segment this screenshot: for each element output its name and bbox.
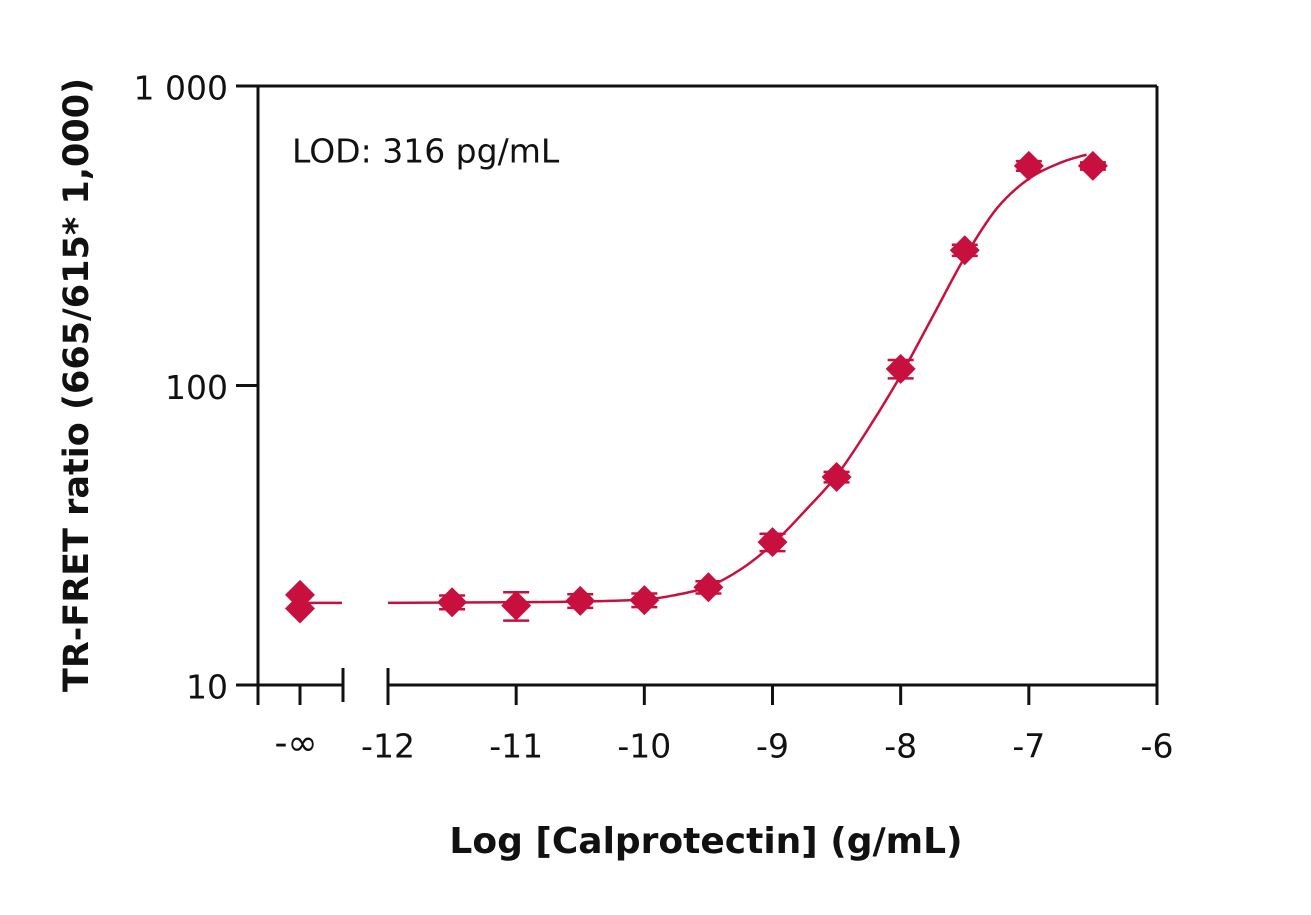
data-point: [821, 461, 852, 492]
data-point: [501, 590, 532, 621]
data-point: [629, 585, 660, 616]
y-tick-label: 100: [165, 368, 228, 407]
data-point: [949, 235, 980, 266]
x-tick-label: -6: [1141, 727, 1174, 766]
data-point: [1077, 150, 1108, 181]
data-point: [757, 527, 788, 558]
data-point: [437, 587, 468, 618]
x-tick-label: -8: [884, 727, 917, 766]
fit-curve: [387, 153, 1087, 605]
x-axis-title: Log [Calprotectin] (g/mL): [449, 821, 962, 862]
x-tick-label: -∞: [275, 723, 318, 764]
y-tick-label: 10: [186, 668, 228, 707]
data-point: [565, 585, 596, 616]
data-point: [885, 353, 916, 384]
data-point: [693, 572, 724, 603]
annotation: LOD: 316 pg/mL: [292, 132, 560, 171]
y-tick-label: 1 000: [134, 69, 228, 108]
data-point: [1013, 150, 1044, 181]
data-point: [285, 593, 315, 624]
x-tick-label: -10: [617, 727, 671, 766]
x-tick-label: -12: [361, 727, 415, 766]
x-tick-label: -11: [489, 727, 543, 766]
x-tick-label: -9: [756, 727, 789, 766]
x-tick-label: -7: [1012, 727, 1045, 766]
y-axis-title: TR-FRET ratio (665/615* 1,000): [57, 78, 97, 692]
